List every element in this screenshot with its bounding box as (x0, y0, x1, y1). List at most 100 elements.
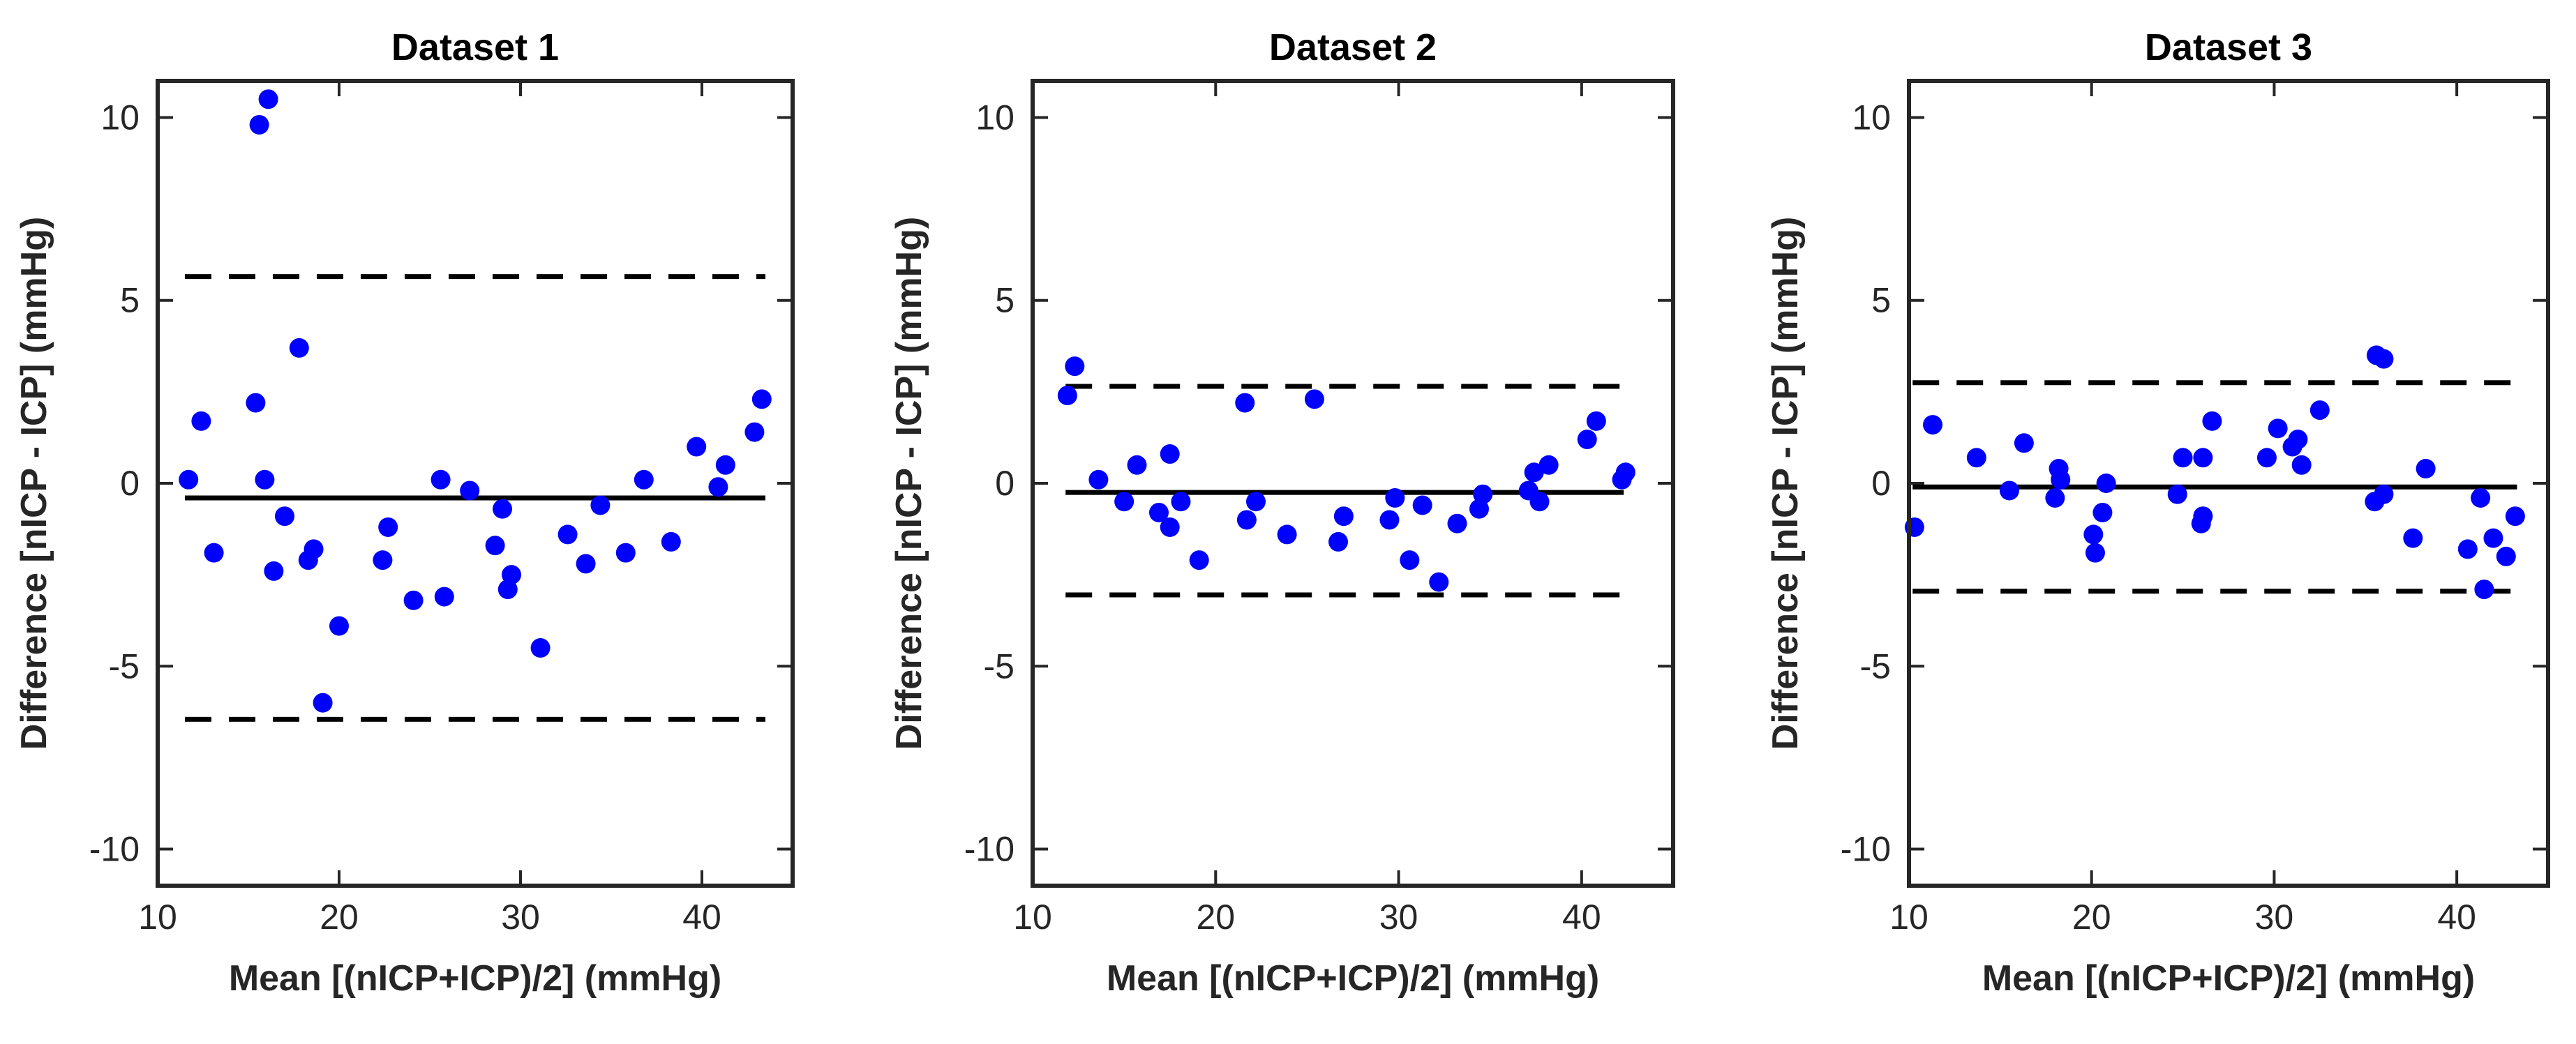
data-point-dataset-1-24 (530, 638, 551, 658)
x-tick-label-dataset-2-1: 20 (1196, 898, 1235, 937)
data-point-dataset-2-9 (1189, 550, 1209, 570)
chart-title-dataset-1: Dataset 1 (391, 27, 559, 68)
axes-box-dataset-1 (156, 79, 795, 888)
data-point-dataset-3-8 (2083, 524, 2104, 545)
chart-title-dataset-3: Dataset 3 (2145, 27, 2312, 68)
data-point-dataset-1-18 (434, 587, 454, 607)
data-point-dataset-3-11 (2096, 474, 2116, 493)
y-tick-label-dataset-3-4: 10 (1852, 98, 1891, 137)
data-point-dataset-3-23 (2309, 400, 2330, 421)
x-tick-label-dataset-1-2: 30 (501, 898, 540, 937)
data-point-dataset-1-9 (289, 338, 309, 358)
y-tick-label-dataset-3-3: 5 (1871, 281, 1891, 320)
y-tick-label-dataset-1-0: -10 (89, 830, 140, 869)
data-point-dataset-1-2 (204, 543, 224, 563)
y-tick-label-dataset-2-3: 5 (995, 281, 1014, 320)
data-point-dataset-1-6 (255, 469, 275, 490)
data-point-dataset-3-15 (2193, 506, 2213, 527)
data-point-dataset-2-5 (1148, 502, 1169, 522)
data-point-dataset-2-23 (1469, 499, 1489, 519)
data-point-dataset-3-31 (2471, 487, 2491, 508)
data-point-dataset-3-7 (2051, 469, 2071, 490)
data-point-dataset-2-24 (1473, 484, 1493, 504)
data-point-dataset-1-11 (304, 539, 324, 559)
y-tick-label-dataset-3-0: -10 (1841, 830, 1891, 869)
data-point-dataset-2-10 (1235, 393, 1255, 413)
data-point-dataset-2-13 (1277, 524, 1297, 545)
y-tick-label-dataset-1-3: 5 (120, 281, 140, 320)
data-point-dataset-1-13 (329, 616, 349, 636)
data-point-dataset-1-30 (661, 531, 681, 552)
data-point-dataset-2-12 (1245, 492, 1266, 512)
data-point-dataset-2-17 (1379, 510, 1400, 530)
x-tick-label-dataset-3-3: 40 (2437, 898, 2476, 937)
data-point-dataset-2-6 (1160, 517, 1180, 537)
x-tick-label-dataset-3-0: 10 (1889, 898, 1929, 937)
data-point-dataset-3-34 (2496, 546, 2516, 566)
data-point-dataset-2-0 (1057, 386, 1077, 406)
data-point-dataset-1-34 (744, 422, 765, 442)
y-tick-label-dataset-1-4: 10 (100, 98, 140, 137)
data-point-dataset-3-19 (2268, 418, 2288, 439)
y-axis-label-dataset-2: Difference [nICP - ICP] (mmHg) (889, 217, 929, 750)
data-point-dataset-2-4 (1127, 455, 1147, 475)
x-axis-label-dataset-2: Mean [(nICP+ICP)/2] (mmHg) (1107, 958, 1599, 999)
data-point-dataset-2-7 (1160, 444, 1180, 464)
data-point-dataset-1-4 (258, 89, 278, 109)
x-tick-label-dataset-1-0: 10 (138, 898, 177, 937)
y-tick-label-dataset-1-1: -5 (109, 646, 140, 686)
data-point-dataset-1-16 (403, 590, 424, 610)
data-point-dataset-1-1 (191, 411, 211, 431)
data-point-dataset-2-22 (1447, 513, 1467, 534)
data-point-dataset-3-35 (2505, 506, 2525, 527)
data-point-dataset-3-16 (2193, 448, 2213, 468)
axes-box-dataset-3 (1907, 79, 2550, 888)
data-point-dataset-2-26 (1524, 462, 1544, 483)
data-point-dataset-1-0 (179, 469, 199, 490)
data-point-dataset-1-35 (751, 389, 772, 409)
data-point-dataset-3-1 (1923, 415, 1943, 435)
y-axis-label-dataset-1: Difference [nICP - ICP] (mmHg) (14, 217, 54, 750)
chart-panel-dataset-2: Dataset 2 10 20 30 40 -10 -5 0 5 10 Mean [(nICP+IC… (889, 27, 1675, 999)
data-point-dataset-3-27 (2374, 484, 2394, 504)
x-axis-label-dataset-3: Mean [(nICP+ICP)/2] (mmHg) (1982, 958, 2475, 999)
y-tick-label-dataset-1-2: 0 (120, 464, 140, 503)
data-point-dataset-2-32 (1615, 462, 1635, 483)
y-tick-label-dataset-2-0: -10 (964, 830, 1014, 869)
y-tick-label-dataset-2-2: 0 (995, 464, 1014, 503)
data-point-dataset-2-3 (1114, 492, 1135, 512)
data-point-dataset-1-27 (590, 495, 611, 515)
data-point-dataset-1-32 (708, 477, 728, 497)
x-tick-label-dataset-2-0: 10 (1013, 898, 1052, 937)
data-point-dataset-1-20 (485, 536, 505, 556)
chart-panel-dataset-3: Dataset 3 10 20 30 40 -10 -5 0 5 10 Mean [(nICP+IC… (1765, 27, 2550, 999)
data-point-dataset-2-20 (1412, 495, 1432, 515)
y-axis-label-dataset-3: Difference [nICP - ICP] (mmHg) (1765, 217, 1806, 750)
x-tick-label-dataset-1-3: 40 (682, 898, 721, 937)
data-point-dataset-3-10 (2092, 502, 2113, 522)
x-tick-label-dataset-3-2: 30 (2255, 898, 2294, 937)
data-point-dataset-2-11 (1236, 510, 1257, 530)
chart-title-dataset-2: Dataset 2 (1269, 27, 1437, 68)
data-point-dataset-1-23 (502, 565, 521, 585)
data-point-dataset-2-29 (1577, 430, 1597, 450)
x-tick-label-dataset-2-3: 40 (1562, 898, 1601, 937)
data-point-dataset-1-28 (615, 543, 636, 563)
data-point-dataset-3-29 (2416, 459, 2436, 479)
data-point-dataset-2-2 (1088, 469, 1109, 490)
data-point-dataset-2-8 (1171, 492, 1191, 512)
data-point-dataset-3-13 (2173, 448, 2193, 468)
data-point-dataset-3-17 (2202, 411, 2222, 431)
data-point-dataset-3-18 (2256, 448, 2277, 468)
data-point-dataset-1-31 (687, 437, 707, 457)
data-point-dataset-3-2 (1966, 448, 1986, 468)
data-point-dataset-3-12 (2167, 484, 2187, 504)
data-point-dataset-3-5 (2045, 487, 2065, 508)
data-point-dataset-3-28 (2403, 528, 2423, 548)
data-point-dataset-3-26 (2374, 349, 2394, 369)
data-point-dataset-3-3 (1999, 481, 2019, 501)
data-point-dataset-2-15 (1328, 531, 1349, 552)
data-point-dataset-2-1 (1065, 356, 1085, 377)
data-point-dataset-3-4 (2014, 433, 2034, 453)
